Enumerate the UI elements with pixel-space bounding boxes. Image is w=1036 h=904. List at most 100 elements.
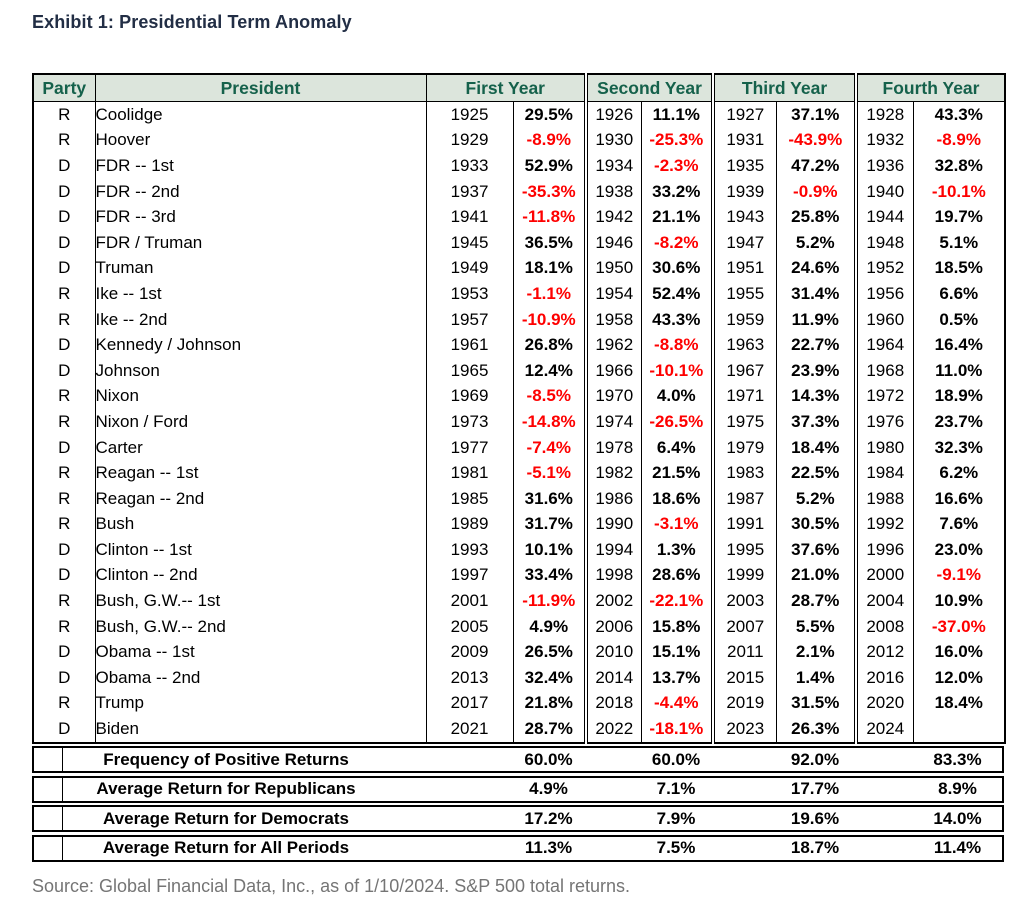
year-cell: 1952 (854, 255, 914, 282)
summary-section: Frequency of Positive Returns 60.0% 60.0% 9… (32, 746, 1004, 862)
return-cell: -8.5% (526, 386, 571, 406)
return-cell: 22.7% (791, 335, 840, 355)
year-cell: 1938 (584, 178, 642, 205)
president-cell: Ike -- 2nd (95, 306, 427, 333)
table-row: R Reagan -- 1st 1981 -5.1% 1982 21.5% 1983 22.5… (33, 460, 1005, 486)
year-cell: 1994 (584, 537, 642, 563)
return-cell: 10.9% (934, 591, 983, 611)
year-cell: 1971 (711, 383, 777, 410)
return-cell: 5.1% (939, 232, 979, 252)
return-cell: 47.2% (791, 155, 840, 175)
year-cell: 1944 (854, 204, 914, 230)
header-first-year: First Year (426, 74, 587, 102)
year-cell: 1980 (854, 434, 914, 461)
return-cell: 29.5% (524, 104, 573, 124)
summary-party-spacer (34, 836, 63, 860)
return-cell: 26.8% (524, 335, 573, 355)
summary-party-spacer (34, 748, 63, 772)
table-row: R Bush 1989 31.7% 1990 -3.1% 1991 30.5% 1992 7.6% (33, 511, 1005, 538)
summary-value: 7.1% (656, 779, 696, 799)
year-cell: 2018 (584, 690, 642, 717)
year-cell: 1961 (426, 332, 514, 358)
table-body: R Coolidge 1925 29.5% 1926 11.1% 1927 37.1% 1928… (33, 101, 1005, 743)
return-cell: -8.9% (936, 130, 981, 150)
return-cell: -8.8% (654, 335, 699, 355)
year-cell: 1942 (584, 204, 642, 230)
table-row: D Obama -- 1st 2009 26.5% 2010 15.1% 2011 2.1% 2… (33, 639, 1005, 666)
return-cell: -9.1% (936, 565, 981, 585)
table-row: R Coolidge 1925 29.5% 1926 11.1% 1927 37.1% 1928… (33, 101, 1005, 128)
return-cell: -5.1% (526, 463, 571, 483)
year-cell: 1939 (711, 178, 777, 205)
year-cell: 1945 (426, 229, 514, 256)
summary-value: 7.5% (656, 838, 696, 858)
table-row: D FDR / Truman 1945 36.5% 1946 -8.2% 1947 5.2% 1… (33, 229, 1005, 256)
return-cell: 6.6% (939, 283, 979, 303)
source-note: Source: Global Financial Data, Inc., as … (32, 875, 631, 896)
summary-year-spacer (425, 807, 512, 830)
year-cell: 1955 (711, 281, 777, 307)
header-row: Party President First Year Second Year T… (33, 74, 1006, 102)
year-cell: 1964 (854, 332, 914, 358)
table-row: D Kennedy / Johnson 1961 26.8% 1962 -8.8% 1963… (33, 332, 1005, 358)
return-cell: 33.2% (652, 181, 701, 201)
table-row: D FDR -- 3rd 1941 -11.8% 1942 21.1% 1943 25.8% 1… (33, 204, 1005, 230)
summary-value: 8.9% (938, 779, 977, 799)
return-cell: 24.6% (791, 258, 840, 278)
year-cell: 1985 (426, 485, 514, 512)
president-cell: Clinton -- 1st (95, 537, 427, 563)
summary-value: 17.2% (524, 808, 573, 828)
summary-year-spacer (712, 778, 775, 801)
return-cell: 30.6% (652, 258, 701, 278)
party-cell: R (33, 306, 96, 333)
summary-year-spacer (425, 778, 512, 801)
year-cell: 1965 (426, 357, 514, 384)
return-cell: -0.9% (793, 181, 838, 201)
return-cell: 21.1% (652, 207, 701, 227)
return-cell: -37.0% (931, 616, 986, 636)
return-cell: 18.1% (524, 258, 573, 278)
president-cell: Biden (95, 716, 427, 743)
year-cell: 1941 (426, 204, 514, 230)
year-cell: 2020 (854, 690, 914, 717)
year-cell: 1976 (854, 409, 914, 435)
table-row: D Johnson 1965 12.4% 1966 -10.1% 1967 23.9% 1968… (33, 357, 1005, 384)
summary-year-spacer (585, 748, 640, 771)
year-cell: 1935 (711, 153, 777, 179)
party-cell: R (33, 127, 96, 154)
return-cell: 10.1% (524, 539, 573, 559)
header-fourth-year: Fourth Year (854, 74, 1006, 102)
year-cell: 1999 (711, 562, 777, 589)
summary-year-spacer (855, 837, 912, 860)
return-cell: 5.5% (795, 616, 835, 636)
president-cell: Reagan -- 2nd (95, 485, 427, 512)
year-cell: 1997 (426, 562, 514, 589)
year-cell: 1948 (854, 229, 914, 256)
return-cell: 11.0% (935, 360, 983, 380)
return-cell: 31.6% (524, 488, 573, 508)
year-cell: 1978 (584, 434, 642, 461)
year-cell: 1954 (584, 281, 642, 307)
summary-value: 17.7% (790, 779, 840, 799)
party-cell: R (33, 409, 96, 435)
year-cell: 1953 (426, 281, 514, 307)
return-cell: 1.3% (656, 539, 696, 559)
president-cell: Coolidge (95, 101, 427, 128)
party-cell: D (33, 562, 96, 589)
year-cell: 2002 (584, 588, 642, 614)
table-row: R Ike -- 2nd 1957 -10.9% 1958 43.3% 1959 11.9% 1… (33, 306, 1005, 333)
summary-value: 83.3% (933, 749, 982, 769)
summary-value: 60.0% (524, 749, 573, 769)
return-cell: -43.9% (788, 130, 843, 150)
table-row: D Clinton -- 2nd 1997 33.4% 1998 28.6% 1999 21.… (33, 562, 1005, 589)
return-cell: -1.1% (526, 283, 571, 303)
party-cell: R (33, 383, 96, 410)
summary-year-spacer (855, 748, 912, 771)
year-cell: 1958 (584, 306, 642, 333)
summary-year-spacer (712, 807, 775, 830)
summary-label: Average Return for All Periods (102, 838, 350, 858)
year-cell: 1974 (584, 409, 642, 435)
party-cell: D (33, 434, 96, 461)
year-cell: 1981 (426, 460, 514, 486)
return-cell (913, 716, 1005, 743)
